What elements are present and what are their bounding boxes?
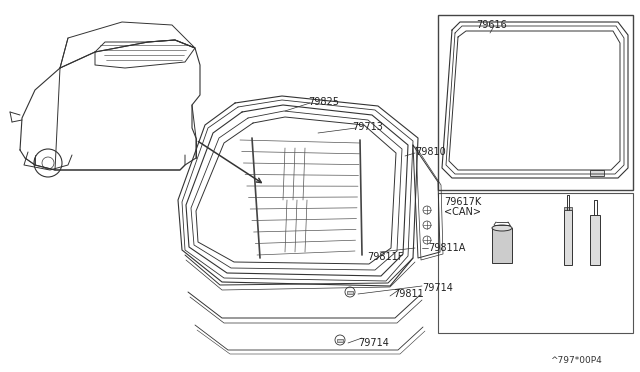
Ellipse shape	[492, 225, 512, 231]
Bar	[564, 210, 572, 265]
Text: 79714: 79714	[358, 338, 389, 348]
Bar	[347, 291, 353, 294]
Text: 79714: 79714	[422, 283, 453, 293]
Text: 79616: 79616	[476, 20, 507, 30]
Bar	[438, 193, 633, 333]
Bar	[564, 207, 572, 210]
Text: <CAN>: <CAN>	[444, 207, 481, 217]
Text: ^797*00P4: ^797*00P4	[550, 356, 602, 365]
Bar	[590, 170, 604, 176]
Text: 79811: 79811	[393, 289, 424, 299]
Text: 79713: 79713	[352, 122, 383, 132]
Text: 79811A: 79811A	[428, 243, 465, 253]
Text: 79811F: 79811F	[367, 252, 403, 262]
Bar	[438, 15, 633, 190]
Bar	[590, 215, 600, 265]
Bar	[337, 339, 343, 341]
Bar	[492, 228, 512, 263]
Text: 79825: 79825	[308, 97, 339, 107]
Text: 79617K: 79617K	[444, 197, 481, 207]
Text: 79810: 79810	[415, 147, 445, 157]
